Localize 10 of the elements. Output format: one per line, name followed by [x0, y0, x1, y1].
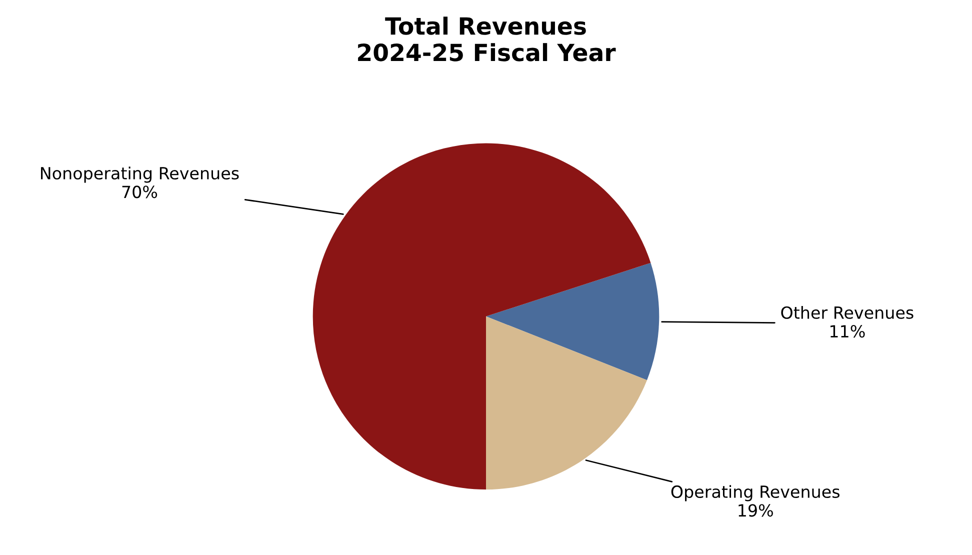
data-label: 70%: [122, 186, 158, 198]
data-label: 11%: [830, 324, 865, 338]
slice-label: Other Revenues: [781, 306, 914, 319]
pie-slice: [486, 262, 660, 380]
pie-slice: [312, 143, 651, 490]
data-label: 19%: [738, 504, 773, 517]
pie-slice: [486, 316, 647, 490]
slice-label: Nonoperating Revenues: [41, 166, 239, 183]
chart-title: Total Revenues 2024-25 Fiscal Year: [358, 16, 616, 62]
slice-label: Operating Revenues: [671, 485, 840, 502]
